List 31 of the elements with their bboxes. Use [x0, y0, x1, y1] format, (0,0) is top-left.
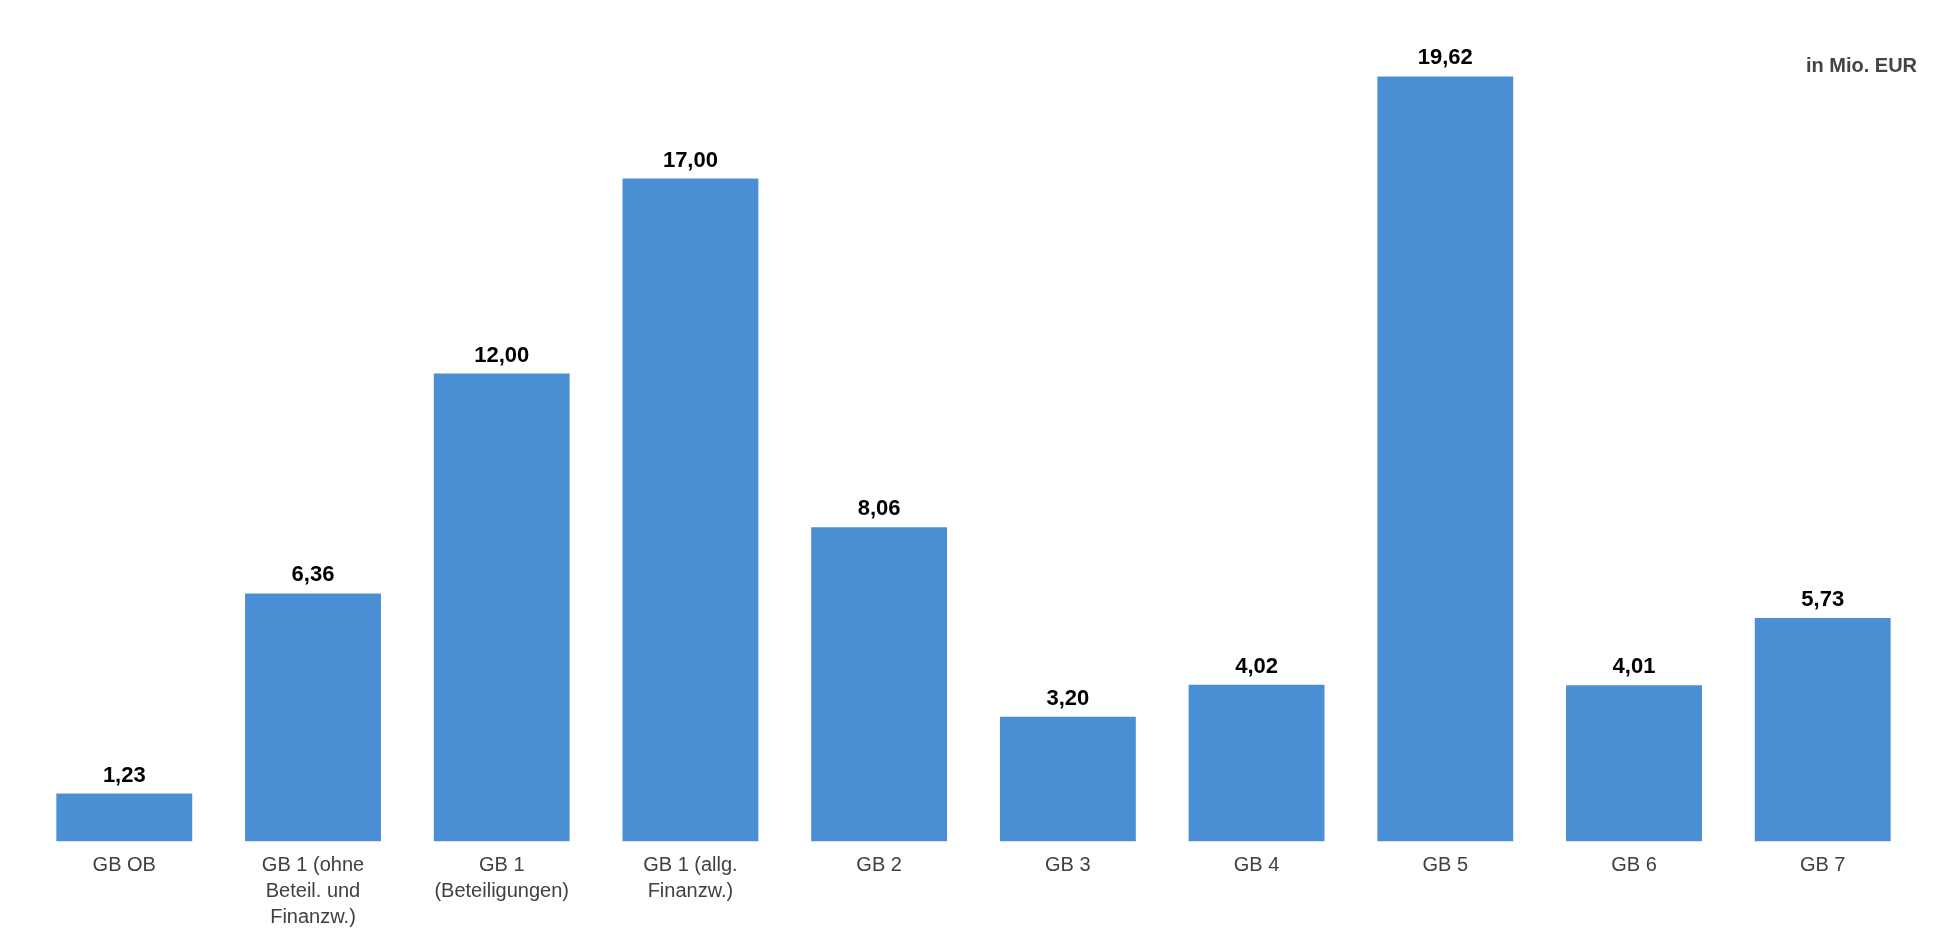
x-tick-label: GB 5 [1422, 852, 1469, 875]
bar [1566, 685, 1702, 842]
x-tick-label: GB 7 [1799, 852, 1846, 875]
bar [811, 527, 948, 842]
data-label: 1,23 [102, 761, 146, 787]
data-label: 12,00 [474, 341, 530, 367]
bar [1377, 76, 1514, 842]
x-tick-label: GB 4 [1233, 852, 1280, 875]
x-tick-label: GB 1 (ohne Beteil. und Finanzw.) [261, 852, 365, 928]
bar [622, 178, 759, 842]
data-label: 6,36 [291, 561, 335, 587]
x-tick-label: GB 2 [856, 852, 902, 875]
x-tick-label: GB OB [92, 852, 156, 875]
x-tick-label: GB 6 [1611, 852, 1657, 875]
bar [1754, 618, 1891, 842]
bar [245, 593, 381, 842]
x-tick-label: GB 1 (Beteiligungen) [434, 852, 569, 901]
x-tick-label: GB 1 (allg. Finanzw.) [643, 852, 738, 901]
bar [1188, 684, 1325, 842]
data-label: 4,02 [1235, 652, 1278, 678]
data-label: 8,06 [857, 495, 901, 521]
bar [433, 373, 570, 842]
data-label: 19,62 [1417, 44, 1473, 70]
data-label: 3,20 [1046, 684, 1090, 710]
text: in Mio. EUR [1805, 53, 1918, 76]
data-label: 17,00 [662, 146, 718, 172]
data-label: 5,73 [1801, 586, 1845, 612]
x-tick-label: GB 3 [1045, 852, 1091, 875]
bar [999, 716, 1136, 842]
bar [56, 793, 193, 842]
data-label: 4,01 [1612, 653, 1656, 679]
